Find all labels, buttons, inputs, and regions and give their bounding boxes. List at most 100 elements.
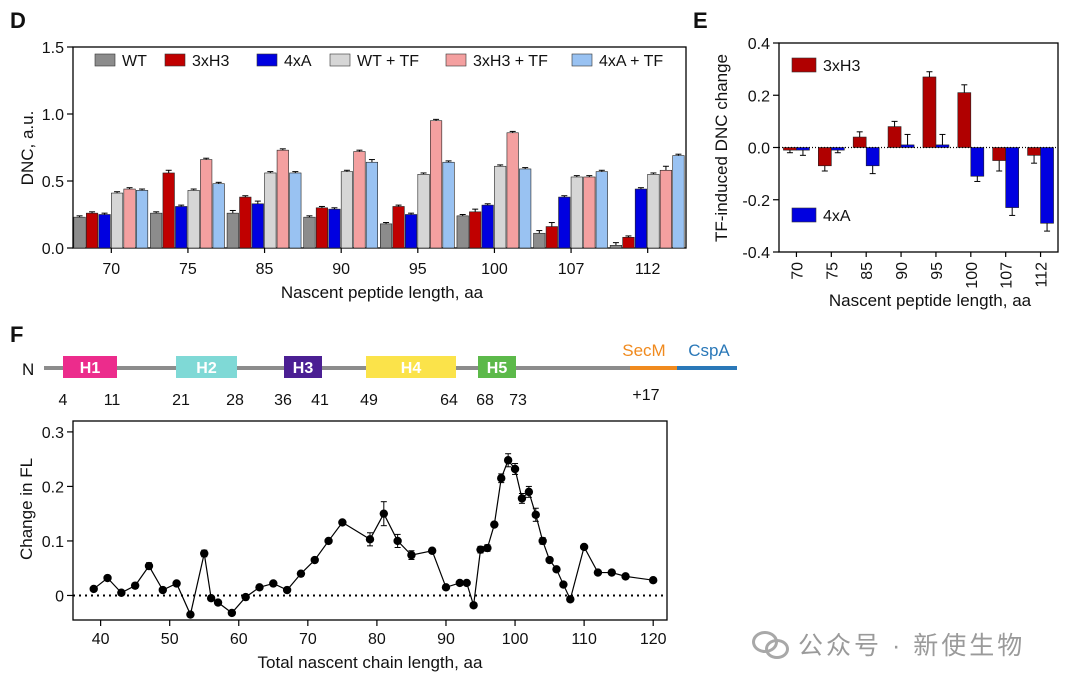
- panel-f-point: [455, 578, 464, 588]
- panel-f-point: [538, 536, 547, 546]
- panel-d-xtick-label: 112: [635, 261, 661, 278]
- wechat-icon: [752, 629, 790, 659]
- panel-e-legend-swatch: [791, 57, 817, 73]
- panel-f-ylabel: Change in FL: [17, 458, 36, 560]
- panel-d-bar: [86, 212, 99, 249]
- helix-label: H2: [196, 360, 217, 377]
- panel-f-point: [365, 535, 375, 544]
- panel-d-bar: [545, 226, 558, 249]
- panel-f-xtick-label: 90: [437, 631, 455, 648]
- panel-d-bar: [328, 208, 341, 249]
- panel-f-point: [524, 487, 534, 497]
- panel-d-bar: [647, 174, 660, 249]
- panel-d-bar: [506, 132, 519, 249]
- panel-d-legend-label: 3xH3 + TF: [473, 53, 548, 70]
- panel-f-point: [427, 546, 437, 555]
- panel-f-ytick-label: 0.3: [42, 425, 64, 442]
- panel-e-legend-swatch: [791, 207, 817, 223]
- panel-f-point: [497, 474, 506, 483]
- panel-f-point: [172, 579, 181, 588]
- panel-d-bar: [264, 172, 277, 249]
- panel-f-point: [476, 545, 485, 554]
- helix-domain-map: N SecM CspA H1 H2 H3 H4 H5 4 11 21 28 36 41 49 64 68…: [22, 341, 737, 409]
- panel-f-point: [282, 585, 292, 595]
- panel-e-bar: [922, 76, 937, 148]
- panel-d-bar: [405, 214, 418, 249]
- panel-f-point: [227, 608, 237, 618]
- panel-e-bar: [970, 147, 985, 177]
- panel-d-legend-swatch: [94, 53, 116, 67]
- panel-e-bar: [1027, 147, 1041, 156]
- panel-d-xlabel: Nascent peptide length, aa: [281, 283, 484, 302]
- panel-d-legend-label: WT: [122, 53, 147, 70]
- panel-f-point: [552, 565, 561, 574]
- panel-d-xtick-label: 95: [409, 261, 427, 278]
- panel-f-point: [186, 610, 195, 619]
- panel-d-legend-label: WT + TF: [357, 53, 419, 70]
- panel-e-xtick-label: 75: [824, 262, 841, 280]
- panel-d-bar: [595, 171, 608, 249]
- panel-f-point: [566, 595, 575, 604]
- panel-d-bar: [353, 151, 366, 249]
- panel-e-bar: [957, 92, 972, 148]
- watermark-text: 公众号 · 新使生物: [798, 632, 1026, 660]
- panel-d-legend-label: 4xA: [284, 53, 312, 70]
- panel-f-point: [206, 593, 216, 603]
- panel-e-xtick-label: 107: [999, 262, 1016, 289]
- panel-d-bar: [239, 196, 252, 249]
- panel-f-point: [213, 598, 223, 607]
- panel-d-bar: [533, 232, 546, 249]
- panel-d-legend-label: 3xH3: [192, 53, 229, 70]
- helix-block: [478, 356, 516, 378]
- panel-d-legend-label: 4xA + TF: [599, 53, 663, 70]
- panel-d-bar: [494, 165, 507, 249]
- panel-d-bar: [583, 176, 596, 249]
- panel-d-bar: [672, 155, 685, 249]
- panel-f-point: [607, 568, 616, 577]
- panel-d-ytick-label: 0.5: [42, 174, 64, 191]
- panel-f-point: [531, 510, 540, 519]
- panel-e-xtick-label: 112: [1034, 262, 1051, 288]
- panel-d-ytick-label: 1.5: [42, 40, 64, 57]
- panel-f-ytick-label: 0: [55, 588, 64, 605]
- panel-e-bar: [992, 147, 1006, 161]
- panel-d-bar: [200, 159, 213, 249]
- panel-d-legend-swatch: [445, 53, 467, 67]
- panel-e-bar: [1005, 147, 1019, 208]
- panel-d-legend-swatch: [329, 53, 351, 67]
- panel-f-point: [103, 573, 112, 583]
- panel-d-bar: [150, 212, 163, 249]
- panel-f-point: [621, 572, 630, 581]
- helix-label: H4: [401, 360, 422, 377]
- panel-d-legend-swatch: [164, 53, 186, 67]
- panel-f-point: [579, 542, 589, 552]
- panel-f-ytick-label: 0.1: [42, 534, 64, 551]
- panel-e-label: E: [693, 8, 708, 33]
- residue-tick-label: 36: [274, 392, 292, 409]
- residue-tick-label: 68: [476, 392, 494, 409]
- panel-f-point: [255, 583, 264, 592]
- residue-tick-label: 64: [440, 392, 458, 409]
- panel-d-bar: [558, 196, 571, 249]
- panel-f-point: [593, 568, 603, 577]
- panel-e-legend-label: 4xA: [823, 208, 851, 225]
- panel-e-bar: [818, 147, 832, 167]
- panel-f-xtick-label: 120: [640, 631, 667, 648]
- panel-f-point: [559, 580, 568, 589]
- panel-e-bar: [900, 144, 915, 148]
- residue-tick-label: 21: [172, 392, 190, 409]
- panel-f-xtick-label: 40: [92, 631, 110, 648]
- panel-d-bar: [456, 215, 469, 249]
- panel-e-xtick-label: 100: [964, 262, 981, 289]
- helix-block: [63, 356, 117, 378]
- panel-f-point: [89, 584, 98, 594]
- panel-d-xtick-label: 70: [102, 261, 120, 278]
- panel-e-ytick-label: -0.2: [742, 193, 770, 210]
- panel-d-bar: [609, 245, 622, 249]
- panel-e-xtick-label: 70: [789, 262, 806, 280]
- helix-label: H1: [80, 360, 101, 377]
- panel-d-legend-swatch: [571, 53, 593, 67]
- panel-f-point: [130, 581, 140, 590]
- panel-d-ytick-label: 1.0: [42, 107, 64, 124]
